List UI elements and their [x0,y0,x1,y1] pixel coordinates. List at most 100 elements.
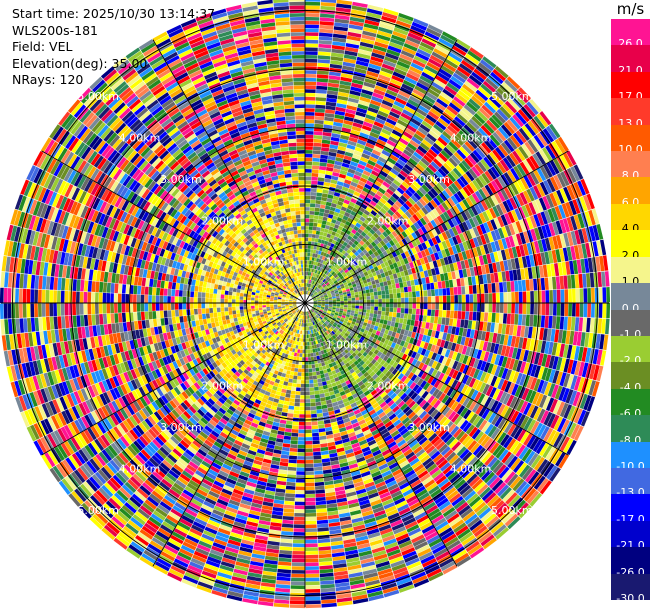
velocity-gate [305,570,320,574]
velocity-gate [559,188,569,203]
velocity-gate [282,516,294,521]
velocity-gate [326,276,330,281]
velocity-gate [447,197,456,207]
velocity-gate [315,108,325,113]
velocity-gate [335,283,340,287]
velocity-gate [525,314,530,327]
velocity-gate [290,394,296,399]
velocity-gate [330,243,335,248]
velocity-gate [347,266,352,271]
velocity-gate [359,300,363,303]
velocity-gate [324,275,329,280]
velocity-gate [421,234,428,242]
velocity-gate [319,389,325,394]
velocity-gate [318,553,332,559]
velocity-gate [343,246,349,252]
velocity-gate [492,262,498,273]
velocity-gate [469,181,478,193]
velocity-gate [414,85,427,95]
velocity-gate [401,166,411,175]
velocity-gate [446,82,460,93]
velocity-gate [410,25,426,35]
velocity-gate [412,213,420,222]
velocity-gate [454,295,458,303]
velocity-gate [298,364,302,369]
velocity-gate [369,228,376,235]
velocity-gate [305,134,314,139]
velocity-gate [291,573,305,578]
velocity-gate [398,265,404,272]
velocity-gate [452,72,466,84]
velocity-gate [502,281,508,293]
velocity-gate [305,43,318,48]
velocity-gate [573,214,582,230]
velocity-gate [310,398,316,403]
velocity-gate [458,233,466,243]
velocity-gate [328,298,333,301]
velocity-gate [366,303,371,307]
velocity-gate [486,242,493,254]
velocity-gate [305,524,317,529]
velocity-gate [292,539,305,544]
velocity-gate [307,287,310,291]
velocity-gate [430,187,439,197]
velocity-gate [446,287,451,296]
velocity-gate [435,44,450,55]
velocity-gate [284,500,295,506]
velocity-gate [403,269,409,276]
velocity-gate [430,199,438,209]
velocity-gate [370,309,374,314]
velocity-gate [305,391,310,396]
velocity-gate [549,290,553,303]
velocity-gate [531,266,537,279]
velocity-gate [393,147,403,156]
velocity-gate [378,156,387,164]
velocity-gate [526,216,534,230]
velocity-gate [411,232,418,240]
velocity-gate [342,241,348,247]
velocity-gate [360,231,367,237]
velocity-gate [488,293,493,303]
velocity-gate [407,98,420,108]
velocity-gate [327,272,331,277]
velocity-gate [388,136,399,144]
velocity-gate [466,154,477,166]
velocity-gate [391,129,402,138]
velocity-gate [481,104,494,117]
velocity-gate [305,195,311,200]
velocity-gate [360,203,368,210]
velocity-gate [344,179,352,185]
velocity-gate [386,174,395,182]
velocity-gate [331,48,345,54]
velocity-gate [480,124,492,137]
velocity-gate [322,135,331,141]
velocity-gate [450,170,460,180]
velocity-gate [313,383,319,387]
velocity-gate [473,294,477,303]
velocity-gate [324,298,329,300]
velocity-gate [559,248,565,262]
velocity-gate [391,34,406,43]
velocity-gate [444,199,453,209]
velocity-gate [348,256,354,262]
velocity-gate [337,256,342,261]
velocity-gate [323,293,328,296]
velocity-gate [311,276,314,281]
velocity-gate [512,132,524,146]
velocity-gate [330,282,335,286]
velocity-gate [393,27,409,36]
velocity-gate [325,225,330,230]
velocity-gate [461,143,473,155]
velocity-gate [459,175,469,186]
velocity-gate [292,421,299,426]
velocity-gate [526,157,536,171]
velocity-gate [486,154,497,166]
velocity-gate [421,206,429,215]
velocity-gate [448,79,462,90]
velocity-gate [415,178,424,187]
velocity-gate [380,262,386,269]
velocity-gate [297,444,305,449]
velocity-gate [508,223,516,236]
velocity-gate [291,577,305,582]
velocity-gate [428,238,435,247]
